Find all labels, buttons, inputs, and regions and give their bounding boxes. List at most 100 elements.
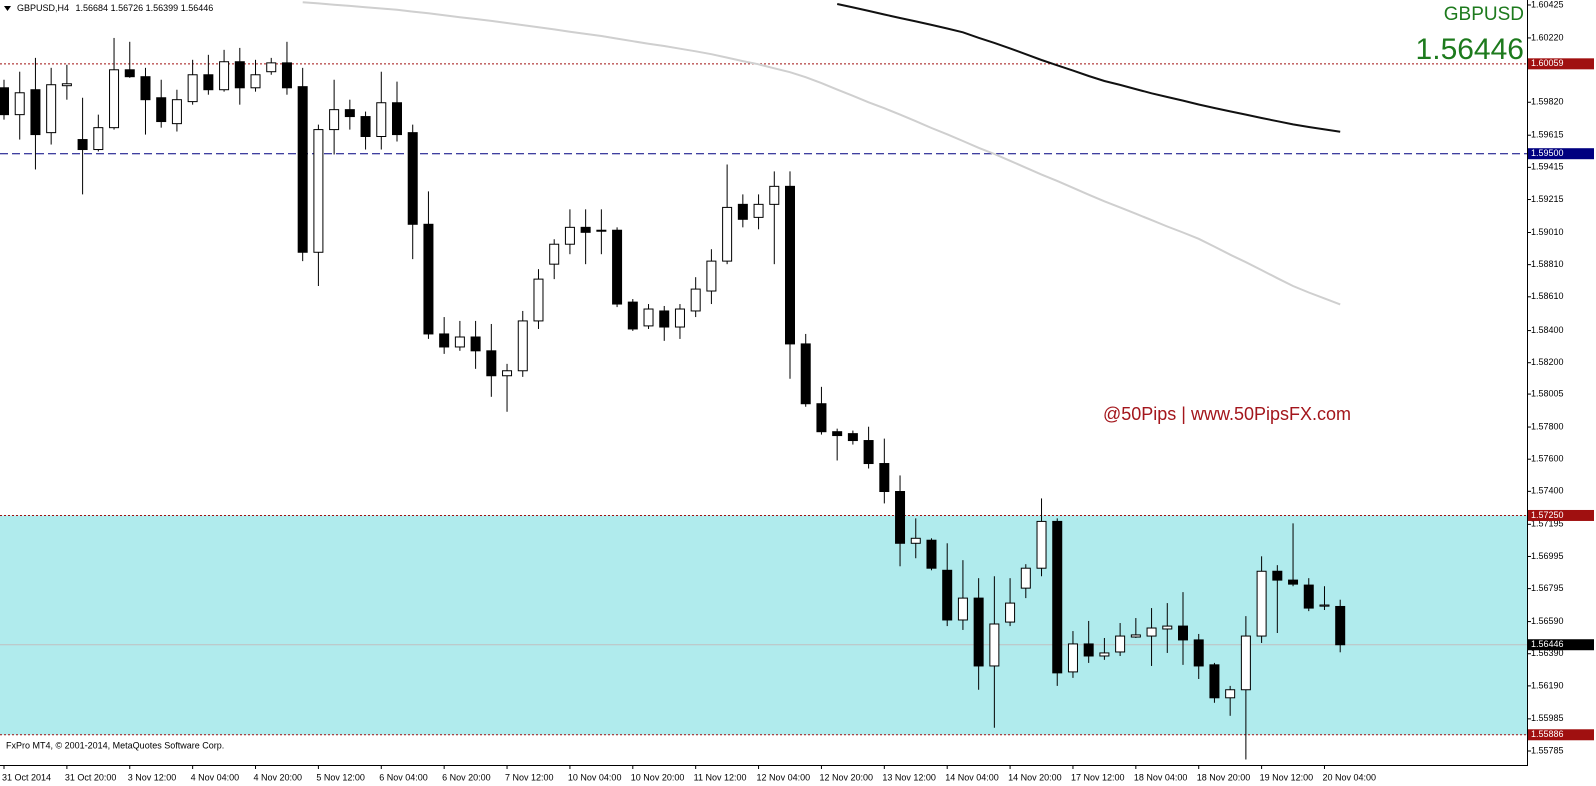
header-symbol: GBPUSD,H4 [17,3,69,13]
candle-body [46,84,57,134]
zone [0,515,1527,735]
candle-body [1256,570,1267,637]
candle-body [612,229,623,305]
candle-body [234,61,245,89]
header-low: 1.56399 [146,3,179,13]
candle-body [533,278,544,322]
level-label-box [1528,729,1594,741]
candle-body [1272,570,1283,581]
x-tick-label: 4 Nov 04:00 [191,772,240,782]
chart-header: GBPUSD,H4 1.56684 1.56726 1.56399 1.5644… [17,3,213,13]
candle-body [124,69,135,78]
x-tick-label: 4 Nov 20:00 [254,772,303,782]
candle-body [392,102,402,136]
candle-body [1335,605,1346,646]
y-tick-label: 1.57600 [1531,454,1564,464]
level-label-box [1528,148,1594,160]
y-tick-label: 1.60425 [1531,0,1564,9]
x-tick-label: 3 Nov 12:00 [128,772,177,782]
x-tick-label: 18 Nov 04:00 [1134,772,1188,782]
y-tick-label: 1.58200 [1531,357,1564,367]
y-tick-label: 1.59820 [1531,97,1564,107]
candle-body [674,308,685,328]
candle-body [580,226,591,233]
candle-body [643,308,654,327]
candle-body [1240,635,1251,691]
x-tick-label: 18 Nov 20:00 [1197,772,1251,782]
y-tick-label: 1.57195 [1531,519,1564,529]
current-price-box [1528,639,1594,651]
candle-body [376,102,387,138]
candle-body [863,440,874,465]
y-tick-label: 1.57400 [1531,486,1564,496]
candle-body [596,229,607,232]
candle-body [329,109,340,131]
x-tick-label: 20 Nov 04:00 [1322,772,1376,782]
candle-body [1115,635,1126,653]
footer: FxPro MT4, © 2001-2014, MetaQuotes Softw… [6,740,224,750]
y-tick-label: 1.58005 [1531,388,1564,398]
level-label: 1.59500 [1531,148,1564,158]
candle-body [1319,604,1330,607]
candle-body [297,86,308,253]
y-tick-label: 1.59615 [1531,130,1564,140]
x-tick-label: 14 Nov 20:00 [1008,772,1062,782]
candle-body [879,463,890,493]
y-tick-label: 1.58810 [1531,259,1564,269]
candle-body [1036,520,1047,569]
symbol-label: GBPUSD [1444,4,1524,25]
y-tick-label: 1.55785 [1531,745,1564,755]
candle-body [737,203,748,220]
candle-body [1225,689,1236,699]
candle-body [502,370,513,377]
y-tick-label: 1.59010 [1531,227,1564,237]
header-close: 1.56446 [181,3,214,13]
level-label: 1.60059 [1531,58,1564,68]
candle-body [470,336,481,352]
candle-body [1099,652,1110,657]
x-tick-label: 5 Nov 12:00 [316,772,365,782]
candle-body [753,203,764,218]
candle-body [1209,664,1220,699]
x-tick-label: 13 Nov 12:00 [882,772,936,782]
level-label-box [1528,58,1594,70]
candle-body [266,62,277,73]
candle-body [1067,643,1078,673]
candle-body [722,206,733,262]
x-tick-label: 12 Nov 20:00 [819,772,873,782]
plot-area [0,1,1527,760]
candle-body [0,87,9,116]
candle-body [407,132,418,225]
candle-body [706,260,717,292]
y-tick-label: 1.56390 [1531,648,1564,658]
candle-body [219,61,230,91]
x-tick-label: 31 Oct 2014 [2,772,51,782]
candle-body [517,320,528,372]
candle-body [30,89,41,136]
candle-body [1162,625,1173,630]
x-tick-label: 10 Nov 04:00 [568,772,622,782]
y-tick-label: 1.59215 [1531,194,1564,204]
candle-body [156,97,167,123]
y-tick-label: 1.56590 [1531,616,1564,626]
candle-body [1083,643,1094,657]
y-tick-label: 1.56190 [1531,680,1564,690]
menu-arrow[interactable] [4,6,11,11]
y-tick-label: 1.60220 [1531,32,1564,42]
level-label: 1.55886 [1531,729,1564,739]
candle-body [281,62,292,89]
candle-body [14,92,25,116]
candle-body [1052,520,1063,674]
candle-body [439,333,450,348]
level-label-box [1528,509,1594,521]
candle-body [973,597,984,667]
candle-body [910,537,921,544]
candle-body [423,223,434,335]
candle-body [93,127,104,151]
candle-body [942,569,953,621]
x-tick-label: 31 Oct 20:00 [65,772,117,782]
candle-body [171,99,182,125]
candle-body [1020,567,1031,589]
x-tick-label: 14 Nov 04:00 [945,772,999,782]
